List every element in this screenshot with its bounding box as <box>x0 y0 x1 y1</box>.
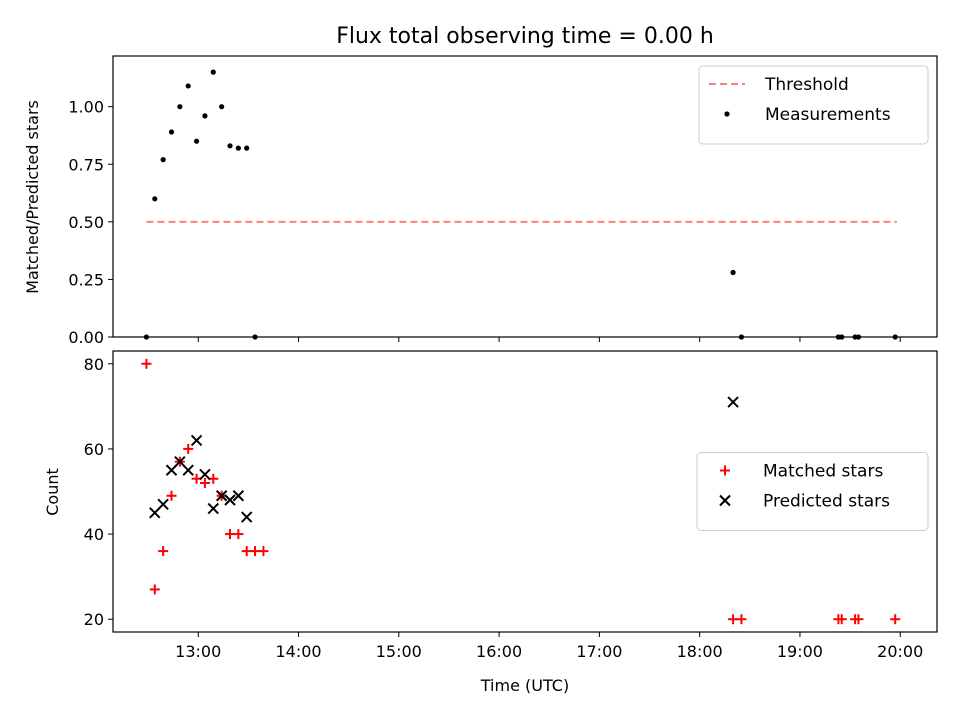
predicted-stars-point <box>224 494 236 506</box>
bottom-legend: Matched stars Predicted stars <box>696 452 929 531</box>
axes-frame <box>112 55 938 338</box>
y-tick-label: 1.00 <box>68 98 104 117</box>
x-tick-label: 19:00 <box>777 642 823 661</box>
matched-stars-point <box>736 614 747 625</box>
chart-title: Flux total observing time = 0.00 h <box>336 24 714 49</box>
matched-stars-point <box>183 443 194 454</box>
measurements-point <box>193 138 200 144</box>
predicted-stars-point <box>232 490 245 502</box>
predicted-stars-point <box>165 464 178 476</box>
bottom-y-axis-label: Count <box>43 468 62 516</box>
measurements-point <box>839 334 845 340</box>
measurements-point <box>244 145 250 151</box>
y-tick-label: 80 <box>84 355 104 374</box>
top-legend: Threshold Measurements <box>698 65 929 145</box>
x-tick-label: 14:00 <box>275 642 321 661</box>
matched-stars-point <box>224 529 235 540</box>
matched-stars-point <box>158 546 169 557</box>
measurements-point <box>738 334 745 340</box>
predicted-stars-point <box>149 507 161 519</box>
matched-stars-point <box>853 614 864 625</box>
x-tick-label: 18:00 <box>677 642 723 661</box>
x-tick-label: 17:00 <box>576 642 622 661</box>
bottom-panel: 20 40 60 80 13:00 14:00 15:00 16:00 17:00 18:00 19… <box>84 350 938 661</box>
legend-frame <box>698 65 929 145</box>
measurements-point <box>152 196 158 202</box>
matched-stars-point <box>141 358 152 369</box>
measurements-point <box>202 113 208 119</box>
predicted-stars-point <box>199 468 211 481</box>
measurements-point <box>855 334 862 340</box>
y-tick-label: 20 <box>84 610 104 629</box>
legend-label: Measurements <box>765 105 891 125</box>
y-tick-label: 60 <box>84 440 104 459</box>
matched-stars-point <box>250 546 261 557</box>
measurements-point <box>143 334 150 340</box>
legend-label: Predicted stars <box>763 492 890 512</box>
measurements-point <box>210 69 216 75</box>
measurements-point <box>227 143 233 149</box>
predicted-stars-point <box>207 502 219 515</box>
measurements-point <box>219 104 225 110</box>
measurements-point <box>252 334 258 340</box>
x-tick-label: 20:00 <box>877 642 923 661</box>
legend-handle-marker <box>719 494 731 507</box>
measurements-point <box>235 145 241 151</box>
matched-stars-point <box>199 477 210 488</box>
legend-label: Threshold <box>764 75 849 95</box>
predicted-stars-point <box>182 464 194 476</box>
matched-stars-point <box>149 584 160 595</box>
measurements-point <box>892 334 898 340</box>
predicted-stars-point <box>241 511 253 523</box>
matched-stars-point <box>166 490 177 501</box>
x-axis-label: Time (UTC) <box>480 676 569 695</box>
y-tick-label: 0.00 <box>68 328 104 347</box>
x-tick-label: 16:00 <box>476 642 522 661</box>
predicted-stars-point <box>727 396 739 408</box>
measurements-point <box>185 83 191 89</box>
legend-handle-marker <box>724 111 730 117</box>
measurements-point <box>168 129 175 135</box>
top-y-axis-label: Matched/Predicted stars <box>23 100 42 294</box>
matched-stars-point <box>233 529 244 540</box>
y-tick-label: 0.25 <box>68 270 104 289</box>
predicted-stars-point <box>215 490 228 502</box>
x-tick-label: 15:00 <box>376 642 422 661</box>
matched-stars-point <box>258 546 269 557</box>
predicted-stars-point <box>190 434 203 447</box>
x-tick-label: 13:00 <box>175 642 221 661</box>
top-panel: 0.00 0.25 0.50 0.75 1.00 <box>68 55 938 347</box>
matched-stars-point <box>241 546 252 557</box>
legend-handle-marker <box>720 465 730 476</box>
measurements-point <box>730 269 736 276</box>
y-tick-label: 40 <box>84 525 104 544</box>
predicted-stars-point <box>157 498 169 510</box>
measurements-point <box>177 104 183 110</box>
legend-frame <box>696 452 929 531</box>
matched-stars-point <box>728 614 739 625</box>
y-tick-label: 0.75 <box>68 155 104 174</box>
matched-stars-point <box>890 614 901 625</box>
predicted-stars-point <box>174 455 186 468</box>
y-tick-label: 0.50 <box>68 213 104 232</box>
legend-label: Matched stars <box>763 462 883 482</box>
axes-frame <box>112 350 938 633</box>
matched-stars-point <box>836 614 847 625</box>
measurements-point <box>160 157 166 163</box>
